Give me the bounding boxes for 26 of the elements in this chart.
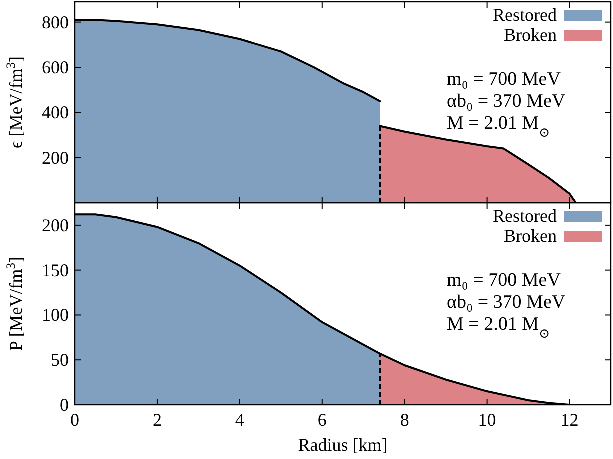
annotation: m₀ = 700 MeV: [447, 69, 562, 90]
y-tick-label: 50: [51, 350, 69, 370]
x-tick-label: 12: [560, 410, 579, 430]
y-tick-label: 0: [60, 395, 69, 415]
y-tick-label: 400: [42, 102, 69, 123]
y-tick-label: 200: [42, 148, 69, 168]
x-tick-label: 6: [318, 410, 327, 430]
y-tick-label: 600: [42, 57, 69, 78]
legend-label: Broken: [504, 25, 557, 45]
legend-label: Restored: [493, 5, 557, 25]
y-tick-label: 800: [42, 12, 69, 32]
annotation: M = 2.01 M$_{⊙}$: [447, 113, 550, 140]
x-tick-label: 8: [400, 410, 410, 430]
legend-label: Restored: [493, 206, 557, 226]
y-tick-label: 200: [42, 215, 69, 236]
x-tick-label: 2: [152, 410, 162, 430]
x-axis-title: Radius [km]: [298, 435, 388, 455]
y-tick-label: 100: [42, 305, 69, 326]
legend-label: Broken: [504, 226, 557, 246]
x-tick-label: 10: [478, 410, 496, 430]
y-tick-label: 150: [42, 260, 69, 280]
annotation: m₀ = 700 MeV: [447, 270, 562, 291]
annotation: αb₀ = 370 MeV: [447, 91, 566, 112]
x-tick-label: 4: [235, 410, 244, 430]
annotation: M = 2.01 M$_{⊙}$: [447, 314, 550, 340]
annotation: αb₀ = 370 MeV: [447, 292, 566, 313]
